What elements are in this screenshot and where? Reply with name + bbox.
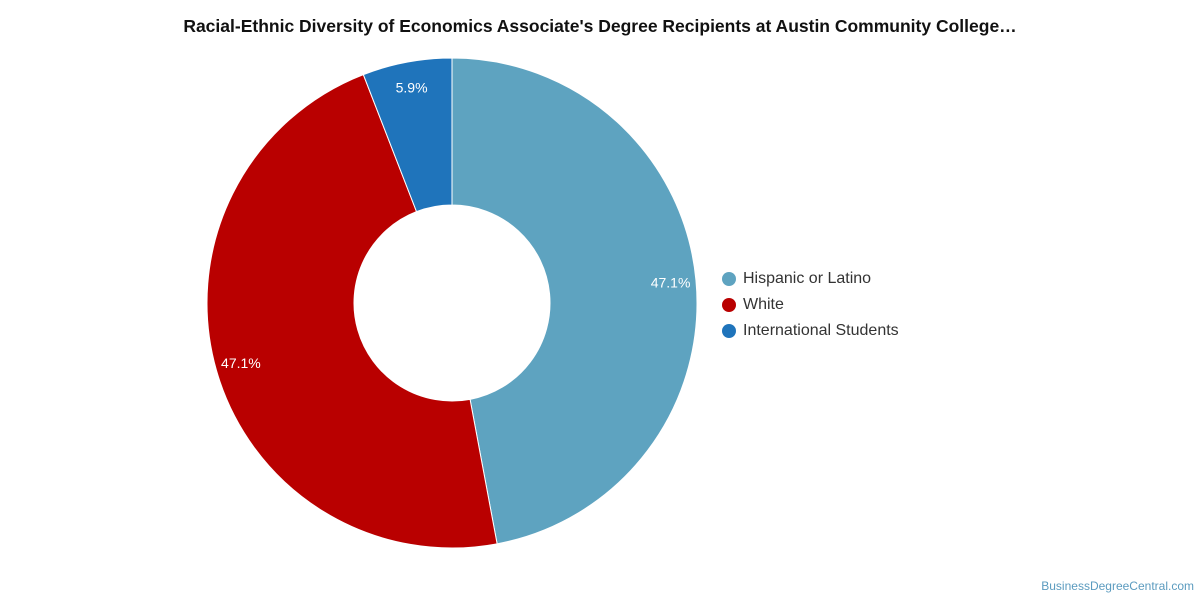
- slice-data-label: 47.1%: [221, 355, 261, 371]
- slice-white[interactable]: [206, 73, 498, 549]
- legend-swatch: [722, 324, 736, 338]
- slice-data-label: 5.9%: [396, 79, 428, 95]
- legend-swatch: [722, 298, 736, 312]
- legend-item-hispanic-or-latino[interactable]: Hispanic or Latino: [722, 266, 899, 292]
- legend-label: International Students: [743, 322, 899, 339]
- legend-swatch: [722, 272, 736, 286]
- source-watermark[interactable]: BusinessDegreeCentral.com: [1041, 579, 1194, 593]
- legend-item-international-students[interactable]: International Students: [722, 318, 899, 344]
- slice-international-students[interactable]: [362, 57, 453, 213]
- legend-item-white[interactable]: White: [722, 292, 899, 318]
- chart-title: Racial-Ethnic Diversity of Economics Ass…: [183, 16, 1017, 36]
- legend-label: White: [743, 296, 784, 313]
- legend-label: Hispanic or Latino: [743, 270, 872, 287]
- legend: Hispanic or Latino White International S…: [722, 266, 899, 344]
- slice-hispanic-or-latino[interactable]: [451, 57, 698, 545]
- slice-data-label: 47.1%: [651, 275, 691, 291]
